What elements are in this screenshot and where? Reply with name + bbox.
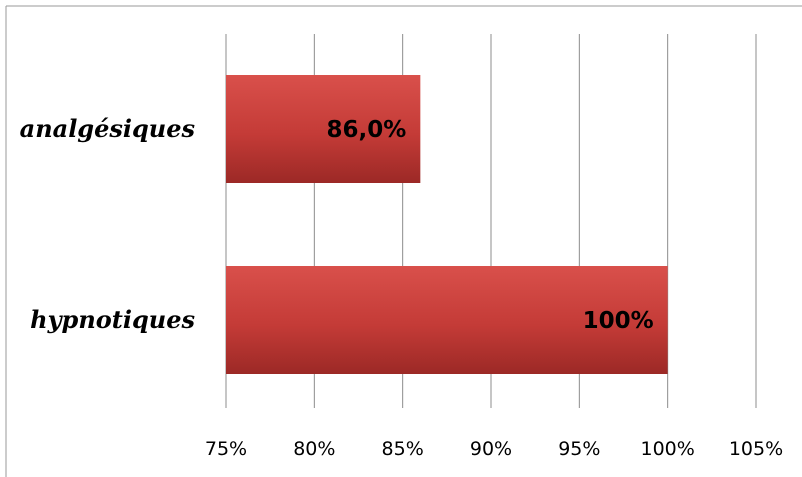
category-label: analgésiques (20, 114, 196, 143)
x-tick-label: 85% (382, 438, 424, 460)
bars (226, 75, 668, 374)
x-tick-label: 95% (558, 438, 600, 460)
bar (226, 266, 668, 374)
x-tick-label: 100% (641, 438, 695, 460)
x-tick-label: 105% (729, 438, 783, 460)
x-tick-label: 75% (205, 438, 247, 460)
data-label: 86,0% (327, 117, 407, 143)
data-label: 100% (583, 308, 654, 334)
x-tick-label: 90% (470, 438, 512, 460)
x-tick-label: 80% (293, 438, 335, 460)
labels: 75% 80% 85% 90% 95% 100% 105% analgésiques 86,0%… (20, 114, 784, 460)
category-label: hypnotiques (30, 305, 195, 334)
bar (226, 75, 421, 183)
